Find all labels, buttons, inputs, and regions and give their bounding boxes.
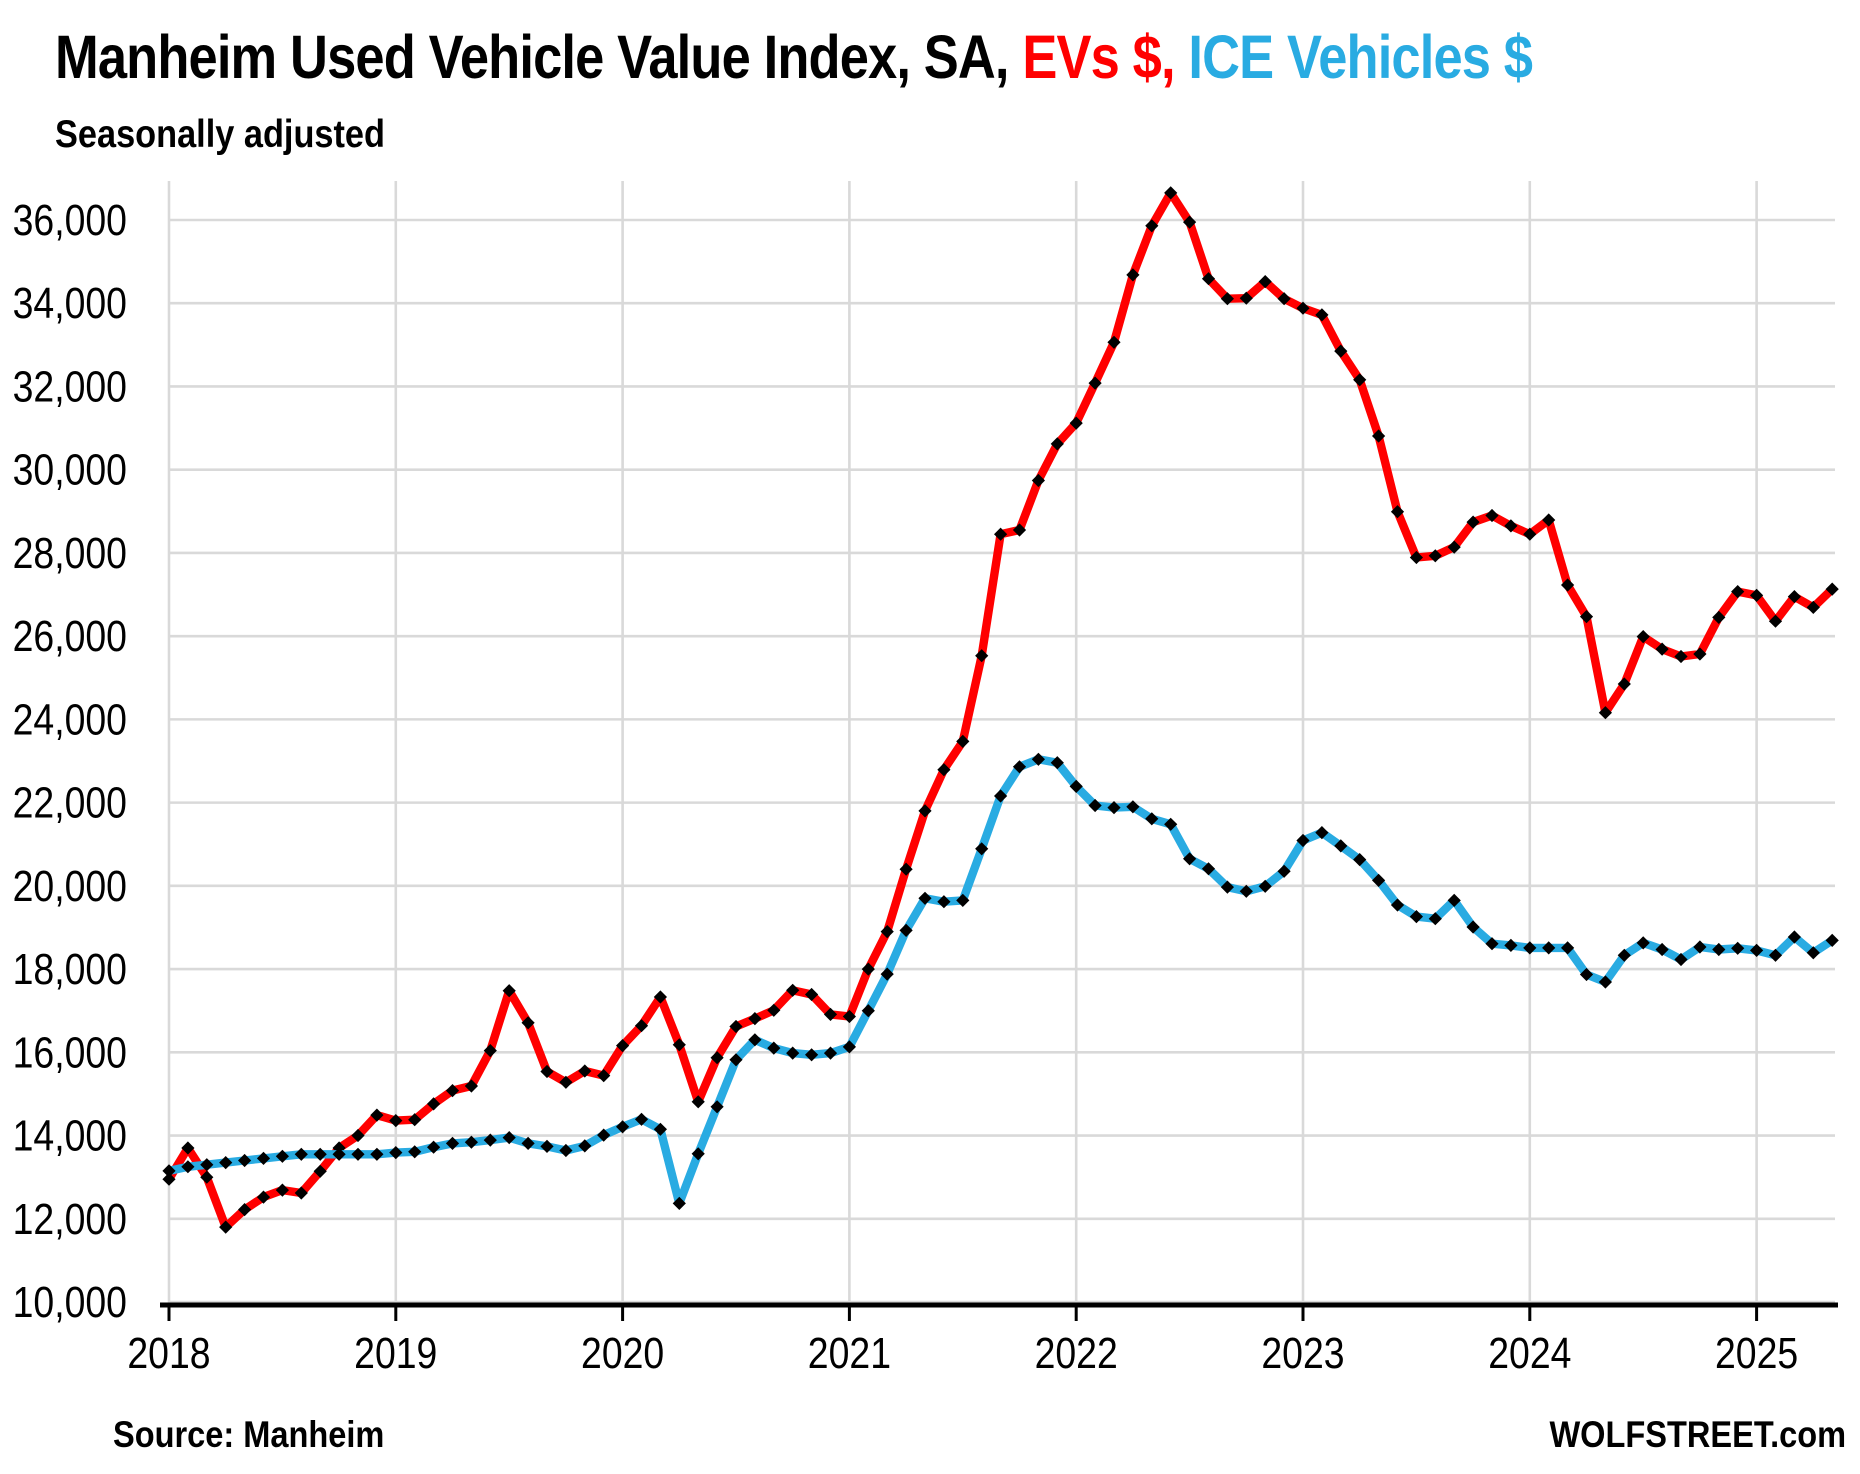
svg-text:34,000: 34,000 [13, 278, 127, 328]
svg-text:36,000: 36,000 [13, 195, 127, 245]
svg-text:2018: 2018 [127, 1328, 210, 1378]
svg-text:26,000: 26,000 [13, 611, 127, 661]
svg-text:2022: 2022 [1035, 1328, 1118, 1378]
chart-title-ice-legend: ICE Vehicles $ [1188, 23, 1533, 91]
svg-text:10,000: 10,000 [13, 1277, 127, 1327]
svg-text:28,000: 28,000 [13, 528, 127, 578]
chart-title: Manheim Used Vehicle Value Index, SA, EV… [55, 22, 1533, 92]
chart-title-ev-legend: EVs $, [1022, 23, 1189, 91]
svg-text:2025: 2025 [1715, 1328, 1798, 1378]
svg-text:2020: 2020 [581, 1328, 664, 1378]
source-note: Source: Manheim [113, 1414, 385, 1455]
svg-text:16,000: 16,000 [13, 1027, 127, 1077]
svg-text:20,000: 20,000 [13, 861, 127, 911]
svg-text:2021: 2021 [808, 1328, 891, 1378]
svg-text:2019: 2019 [354, 1328, 437, 1378]
svg-text:18,000: 18,000 [13, 944, 127, 994]
chart-title-main: Manheim Used Vehicle Value Index, SA, [55, 23, 1023, 91]
svg-text:12,000: 12,000 [13, 1194, 127, 1244]
svg-text:2023: 2023 [1261, 1328, 1344, 1378]
chart-subtitle: Seasonally adjusted [55, 113, 385, 156]
svg-text:30,000: 30,000 [13, 445, 127, 495]
svg-text:14,000: 14,000 [13, 1111, 127, 1161]
svg-text:32,000: 32,000 [13, 362, 127, 412]
svg-text:24,000: 24,000 [13, 695, 127, 745]
svg-text:2024: 2024 [1488, 1328, 1571, 1378]
branding-wolfstreet: WOLFSTREET.com [1549, 1414, 1846, 1455]
svg-text:22,000: 22,000 [13, 778, 127, 828]
